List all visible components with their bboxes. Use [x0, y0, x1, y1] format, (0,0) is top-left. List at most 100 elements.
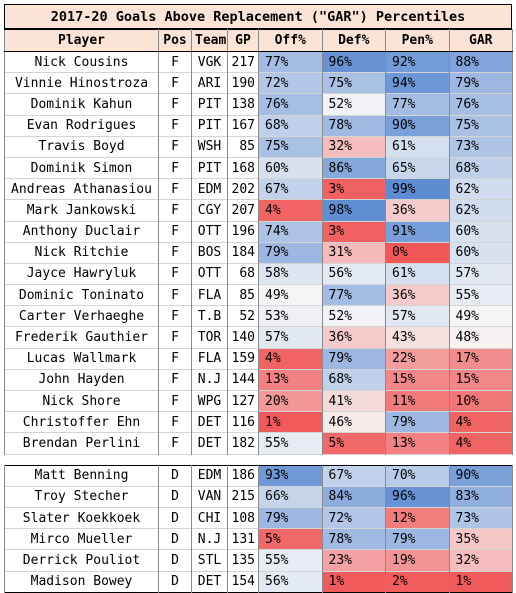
gar-percentile-cell: 15%: [448, 369, 513, 391]
gar-percentile-cell: 10%: [448, 390, 513, 412]
team-cell: TOR: [191, 326, 228, 349]
games-played-cell: 154: [227, 571, 259, 593]
team-cell: PIT: [191, 93, 228, 116]
team-cell: OTT: [191, 263, 228, 285]
offense-percentile-cell: 74%: [258, 221, 323, 243]
gar-percentile-cell: 60%: [448, 242, 513, 264]
penalty-percentile-cell: 61%: [385, 263, 450, 285]
offense-percentile-cell: 49%: [258, 284, 323, 306]
table-row: Carter Verhaeghe F T.B 52 53% 52% 57% 49%: [4, 305, 513, 327]
offense-percentile-cell: 4%: [258, 199, 323, 221]
penalty-percentile-cell: 65%: [385, 157, 450, 179]
gar-percentile-cell: 75%: [448, 115, 513, 137]
gar-percentile-cell: 62%: [448, 178, 513, 200]
team-cell: N.J: [191, 528, 228, 550]
table-row: Mirco Mueller D N.J 131 5% 78% 79% 35%: [4, 528, 513, 550]
penalty-percentile-cell: 79%: [385, 528, 450, 550]
defense-percentile-cell: 78%: [321, 528, 386, 550]
gar-percentile-cell: 49%: [448, 305, 513, 327]
games-played-cell: 138: [227, 93, 259, 116]
offense-percentile-cell: 55%: [258, 432, 323, 455]
defense-percentile-cell: 52%: [321, 93, 386, 116]
table-row: Slater Koekkoek D CHI 108 79% 72% 12% 73%: [4, 507, 513, 529]
games-played-cell: 135: [227, 549, 259, 571]
position-cell: F: [158, 263, 192, 285]
penalty-percentile-cell: 91%: [385, 221, 450, 243]
position-cell: F: [158, 157, 192, 179]
games-played-cell: 131: [227, 528, 259, 550]
team-cell: WSH: [191, 136, 228, 158]
offense-percentile-cell: 56%: [258, 571, 323, 593]
table-row: Dominik Kahun F PIT 138 76% 52% 77% 76%: [4, 93, 513, 116]
team-cell: FLA: [191, 284, 228, 306]
team-cell: PIT: [191, 115, 228, 137]
table-row: John Hayden F N.J 144 13% 68% 15% 15%: [4, 369, 513, 391]
team-cell: FLA: [191, 348, 228, 370]
player-name-cell: Troy Stecher: [4, 486, 159, 508]
player-name-cell: Mark Jankowski: [4, 199, 159, 221]
player-name-cell: Nick Cousins: [4, 51, 159, 73]
position-cell: F: [158, 199, 192, 221]
offense-percentile-cell: 68%: [258, 115, 323, 137]
offense-percentile-cell: 60%: [258, 157, 323, 179]
defense-percentile-cell: 68%: [321, 369, 386, 391]
team-cell: ARI: [191, 72, 228, 94]
offense-percentile-cell: 1%: [258, 411, 323, 433]
defense-percentile-cell: 77%: [321, 284, 386, 306]
gar-percentile-cell: 76%: [448, 93, 513, 116]
penalty-percentile-cell: 99%: [385, 178, 450, 200]
games-played-cell: 116: [227, 411, 259, 433]
games-played-cell: 68: [227, 263, 259, 285]
defense-percentile-cell: 86%: [321, 157, 386, 179]
table-row: Madison Bowey D DET 154 56% 1% 2% 1%: [4, 571, 513, 593]
offense-percentile-cell: 76%: [258, 93, 323, 116]
player-name-cell: John Hayden: [4, 369, 159, 391]
offense-percentile-cell: 79%: [258, 242, 323, 264]
gar-percentile-cell: 79%: [448, 72, 513, 94]
table-row: Andreas Athanasiou F EDM 202 67% 3% 99% 62%: [4, 178, 513, 200]
defense-percentile-cell: 41%: [321, 390, 386, 412]
header-pos: Pos: [158, 29, 192, 52]
table-row: Matt Benning D EDM 186 93% 67% 70% 90%: [4, 465, 513, 487]
penalty-percentile-cell: 15%: [385, 369, 450, 391]
position-cell: F: [158, 51, 192, 73]
team-cell: EDM: [191, 465, 228, 487]
position-cell: D: [158, 571, 192, 593]
team-cell: OTT: [191, 221, 228, 243]
position-cell: F: [158, 115, 192, 137]
offense-percentile-cell: 66%: [258, 486, 323, 508]
penalty-percentile-cell: 19%: [385, 549, 450, 571]
games-played-cell: 108: [227, 507, 259, 529]
position-cell: F: [158, 390, 192, 412]
player-name-cell: Dominic Toninato: [4, 284, 159, 306]
team-cell: N.J: [191, 369, 228, 391]
header-def: Def%: [321, 29, 386, 52]
defense-percentile-cell: 31%: [321, 242, 386, 264]
penalty-percentile-cell: 36%: [385, 284, 450, 306]
defense-percentile-cell: 84%: [321, 486, 386, 508]
team-cell: WPG: [191, 390, 228, 412]
penalty-percentile-cell: 90%: [385, 115, 450, 137]
gar-percentile-cell: 48%: [448, 326, 513, 349]
gar-percentile-cell: 83%: [448, 486, 513, 508]
defense-percentile-cell: 46%: [321, 411, 386, 433]
penalty-percentile-cell: 57%: [385, 305, 450, 327]
team-cell: EDM: [191, 178, 228, 200]
defense-percentile-cell: 52%: [321, 305, 386, 327]
position-cell: F: [158, 305, 192, 327]
team-cell: BOS: [191, 242, 228, 264]
position-cell: F: [158, 348, 192, 370]
defense-percentile-cell: 32%: [321, 136, 386, 158]
defensemen-table: Matt Benning D EDM 186 93% 67% 70% 90% Troy Stec…: [4, 464, 513, 593]
penalty-percentile-cell: 2%: [385, 571, 450, 593]
gar-percentile-cell: 73%: [448, 136, 513, 158]
gar-percentile-cell: 62%: [448, 199, 513, 221]
offense-percentile-cell: 72%: [258, 72, 323, 94]
games-played-cell: 202: [227, 178, 259, 200]
position-cell: D: [158, 486, 192, 508]
player-name-cell: Carter Verhaeghe: [4, 305, 159, 327]
gar-percentile-cell: 68%: [448, 157, 513, 179]
offense-percentile-cell: 58%: [258, 263, 323, 285]
defensemen-body: Matt Benning D EDM 186 93% 67% 70% 90% Troy Stec…: [4, 465, 513, 593]
position-cell: F: [158, 136, 192, 158]
